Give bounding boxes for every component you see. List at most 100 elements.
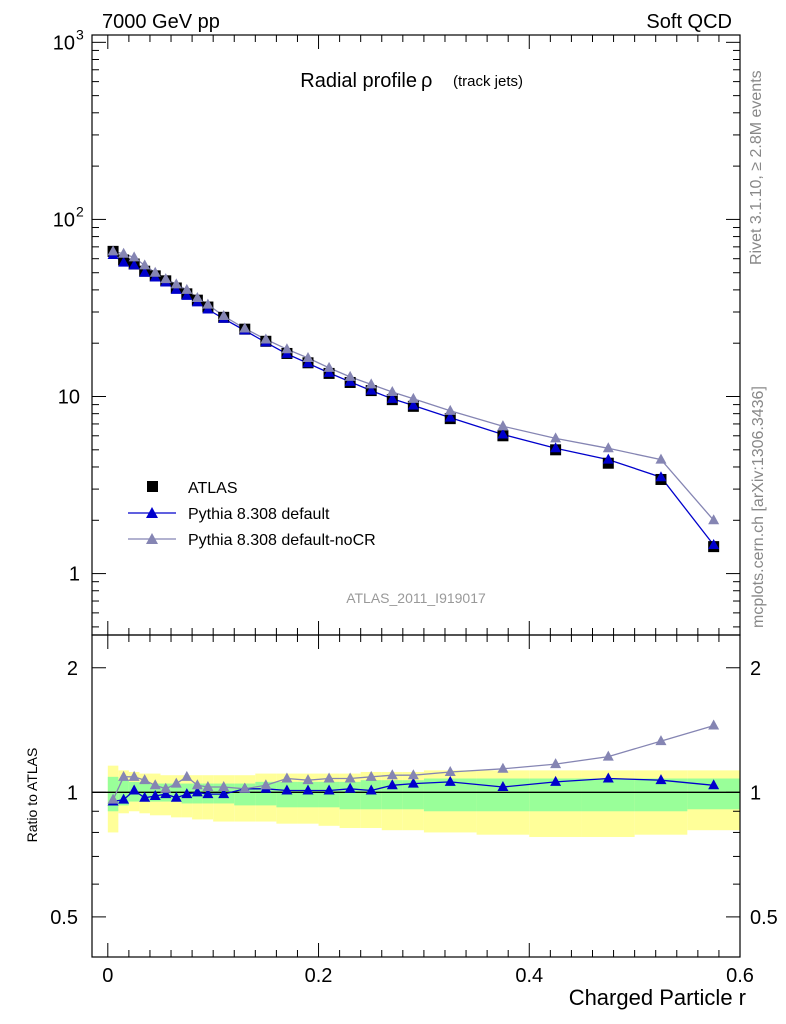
ratio-ytick-label-left-0: 0.5: [50, 907, 78, 929]
series-2-point-9: [202, 298, 214, 309]
series-2-point-8: [191, 291, 203, 302]
stat-uncertainty-band: [381, 780, 403, 810]
ratio-y-ticks: 0.5 0.5 1 1 2 2: [50, 658, 778, 958]
ratio-series-1-point-21: [497, 762, 509, 773]
stat-uncertainty-band: [297, 781, 319, 808]
series-2-point-12: [260, 333, 272, 344]
header-left-text: 7000 GeV pp: [102, 11, 220, 33]
x-axis-label: Charged Particle r: [569, 985, 746, 1010]
ratio-series-0-point-6: [170, 791, 182, 802]
series-2-point-19: [407, 392, 419, 403]
stat-uncertainty-band: [581, 778, 635, 812]
series-2-point-18: [386, 386, 398, 397]
series-2-point-20: [444, 404, 456, 415]
ratio-series-1-point-3: [139, 774, 151, 785]
ratio-series-0-point-9: [202, 788, 214, 799]
ratio-series-1-point-4: [149, 779, 161, 790]
ratio-series-1-point-19: [407, 769, 419, 780]
series-2-point-22: [550, 432, 562, 443]
series-2-point-11: [239, 322, 251, 333]
series-2-point-10: [218, 309, 230, 320]
legend-label-atlas: ATLAS: [188, 480, 238, 497]
series-2-point-13: [281, 343, 293, 354]
ratio-series-0-point-5: [160, 788, 172, 799]
ratio-series-1-point-23: [602, 750, 614, 761]
legend-label-pythia-nocr: Pythia 8.308 default-noCR: [188, 532, 376, 549]
x-tick-label-0: 0: [102, 965, 113, 987]
ratio-series-1-point-15: [323, 772, 335, 783]
series-2-point-21: [497, 420, 509, 431]
legend-marker-pythia-default: [146, 507, 158, 518]
ratio-series-1-point-1: [118, 770, 130, 781]
ratio-series-0-point-1: [118, 793, 130, 804]
legend-marker-pythia-nocr: [146, 533, 158, 544]
legend-label-pythia-default: Pythia 8.308 default: [188, 506, 330, 523]
ratio-series-1-point-22: [550, 758, 562, 769]
series-1-point-6: [170, 283, 182, 294]
series-1-point-22: [550, 442, 562, 453]
series-2-point-17: [365, 378, 377, 389]
ratio-x-ticks: 0 0.2 0.4 0.6: [102, 635, 754, 987]
ratio-series-0-point-3: [139, 791, 151, 802]
series-2-point-23: [602, 442, 614, 453]
stat-uncertainty-band: [276, 781, 298, 808]
ratio-ytick-label-left-1: 1: [67, 782, 78, 804]
series-2-point-5: [160, 273, 172, 284]
chart-title: Radial profile: [300, 70, 417, 92]
ratio-series-1-point-8: [191, 779, 203, 790]
main-ytick-label-sup-2: 2: [76, 203, 84, 219]
series-2-point-2: [128, 251, 140, 262]
legend: ATLAS Pythia 8.308 default Pythia 8.308 …: [128, 480, 376, 549]
analysis-watermark: ATLAS_2011_I919017: [346, 590, 486, 606]
ratio-series-1-point-12: [260, 779, 272, 790]
ratio-series-0-point-8: [191, 786, 203, 797]
ratio-series-1-point-6: [170, 777, 182, 788]
ratio-series-1-point-11: [239, 782, 251, 793]
ratio-series-1-point-0: [107, 793, 119, 804]
chart-title-symbol: ρ: [421, 70, 432, 92]
side-text-mcplots: mcplots.cern.ch [arXiv:1306.3436]: [750, 386, 767, 628]
ratio-ytick-label-left-2: 2: [67, 658, 78, 680]
ratio-series-0-point-10: [218, 788, 230, 799]
series-1-point-7: [181, 289, 193, 300]
ratio-series-0-point-4: [149, 789, 161, 800]
main-ytick-label-sup-3: 3: [76, 26, 84, 42]
series-2-point-4: [149, 266, 161, 277]
ratio-series-1-point-17: [365, 770, 377, 781]
ratio-series-0-point-21: [497, 781, 509, 792]
ratio-data-layer: [92, 719, 740, 837]
ratio-panel: 0.5 0.5 1 1 2 2 0 0.2 0.4 0.6 Ratio to ATLAS Cha…: [24, 634, 778, 1010]
series-1-point-20: [444, 411, 456, 422]
ratio-series-1-point-16: [344, 772, 356, 783]
series-2-point-16: [344, 370, 356, 381]
ratio-series-1-point-5: [160, 782, 172, 793]
ratio-series-1-point-14: [302, 774, 314, 785]
series-1-point-14: [302, 357, 314, 368]
series-1-point-24: [655, 471, 667, 482]
main-ytick-label-3: 10: [53, 32, 75, 54]
ratio-series-1-point-18: [386, 769, 398, 780]
ratio-series-0-point-23: [602, 772, 614, 783]
side-text-rivet: Rivet 3.1.10, ≥ 2.8M events: [748, 70, 765, 265]
stat-uncertainty-band: [360, 780, 382, 810]
chart-title-suffix: (track jets): [453, 73, 523, 90]
ratio-series-1-point-2: [128, 770, 140, 781]
stat-uncertainty-band: [318, 781, 340, 808]
ratio-ytick-label-right-0: 0.5: [750, 907, 778, 929]
series-1-point-2: [128, 259, 140, 270]
ratio-series-0-point-7: [181, 788, 193, 799]
series-2-point-7: [181, 283, 193, 294]
series-2-point-1: [118, 247, 130, 258]
ratio-series-0-point-17: [365, 784, 377, 795]
ratio-series-0-point-19: [407, 777, 419, 788]
main-x-ticks: [107, 35, 741, 635]
ratio-series-1-point-13: [281, 772, 293, 783]
main-data-layer: [107, 245, 720, 553]
legend-marker-atlas: [147, 481, 158, 492]
ratio-series-1-point-25: [708, 719, 720, 730]
ratio-series-1-point-24: [655, 735, 667, 746]
x-tick-label-2: 0.4: [515, 965, 543, 987]
ratio-series-1-point-10: [218, 781, 230, 792]
series-2-point-25: [708, 514, 720, 525]
